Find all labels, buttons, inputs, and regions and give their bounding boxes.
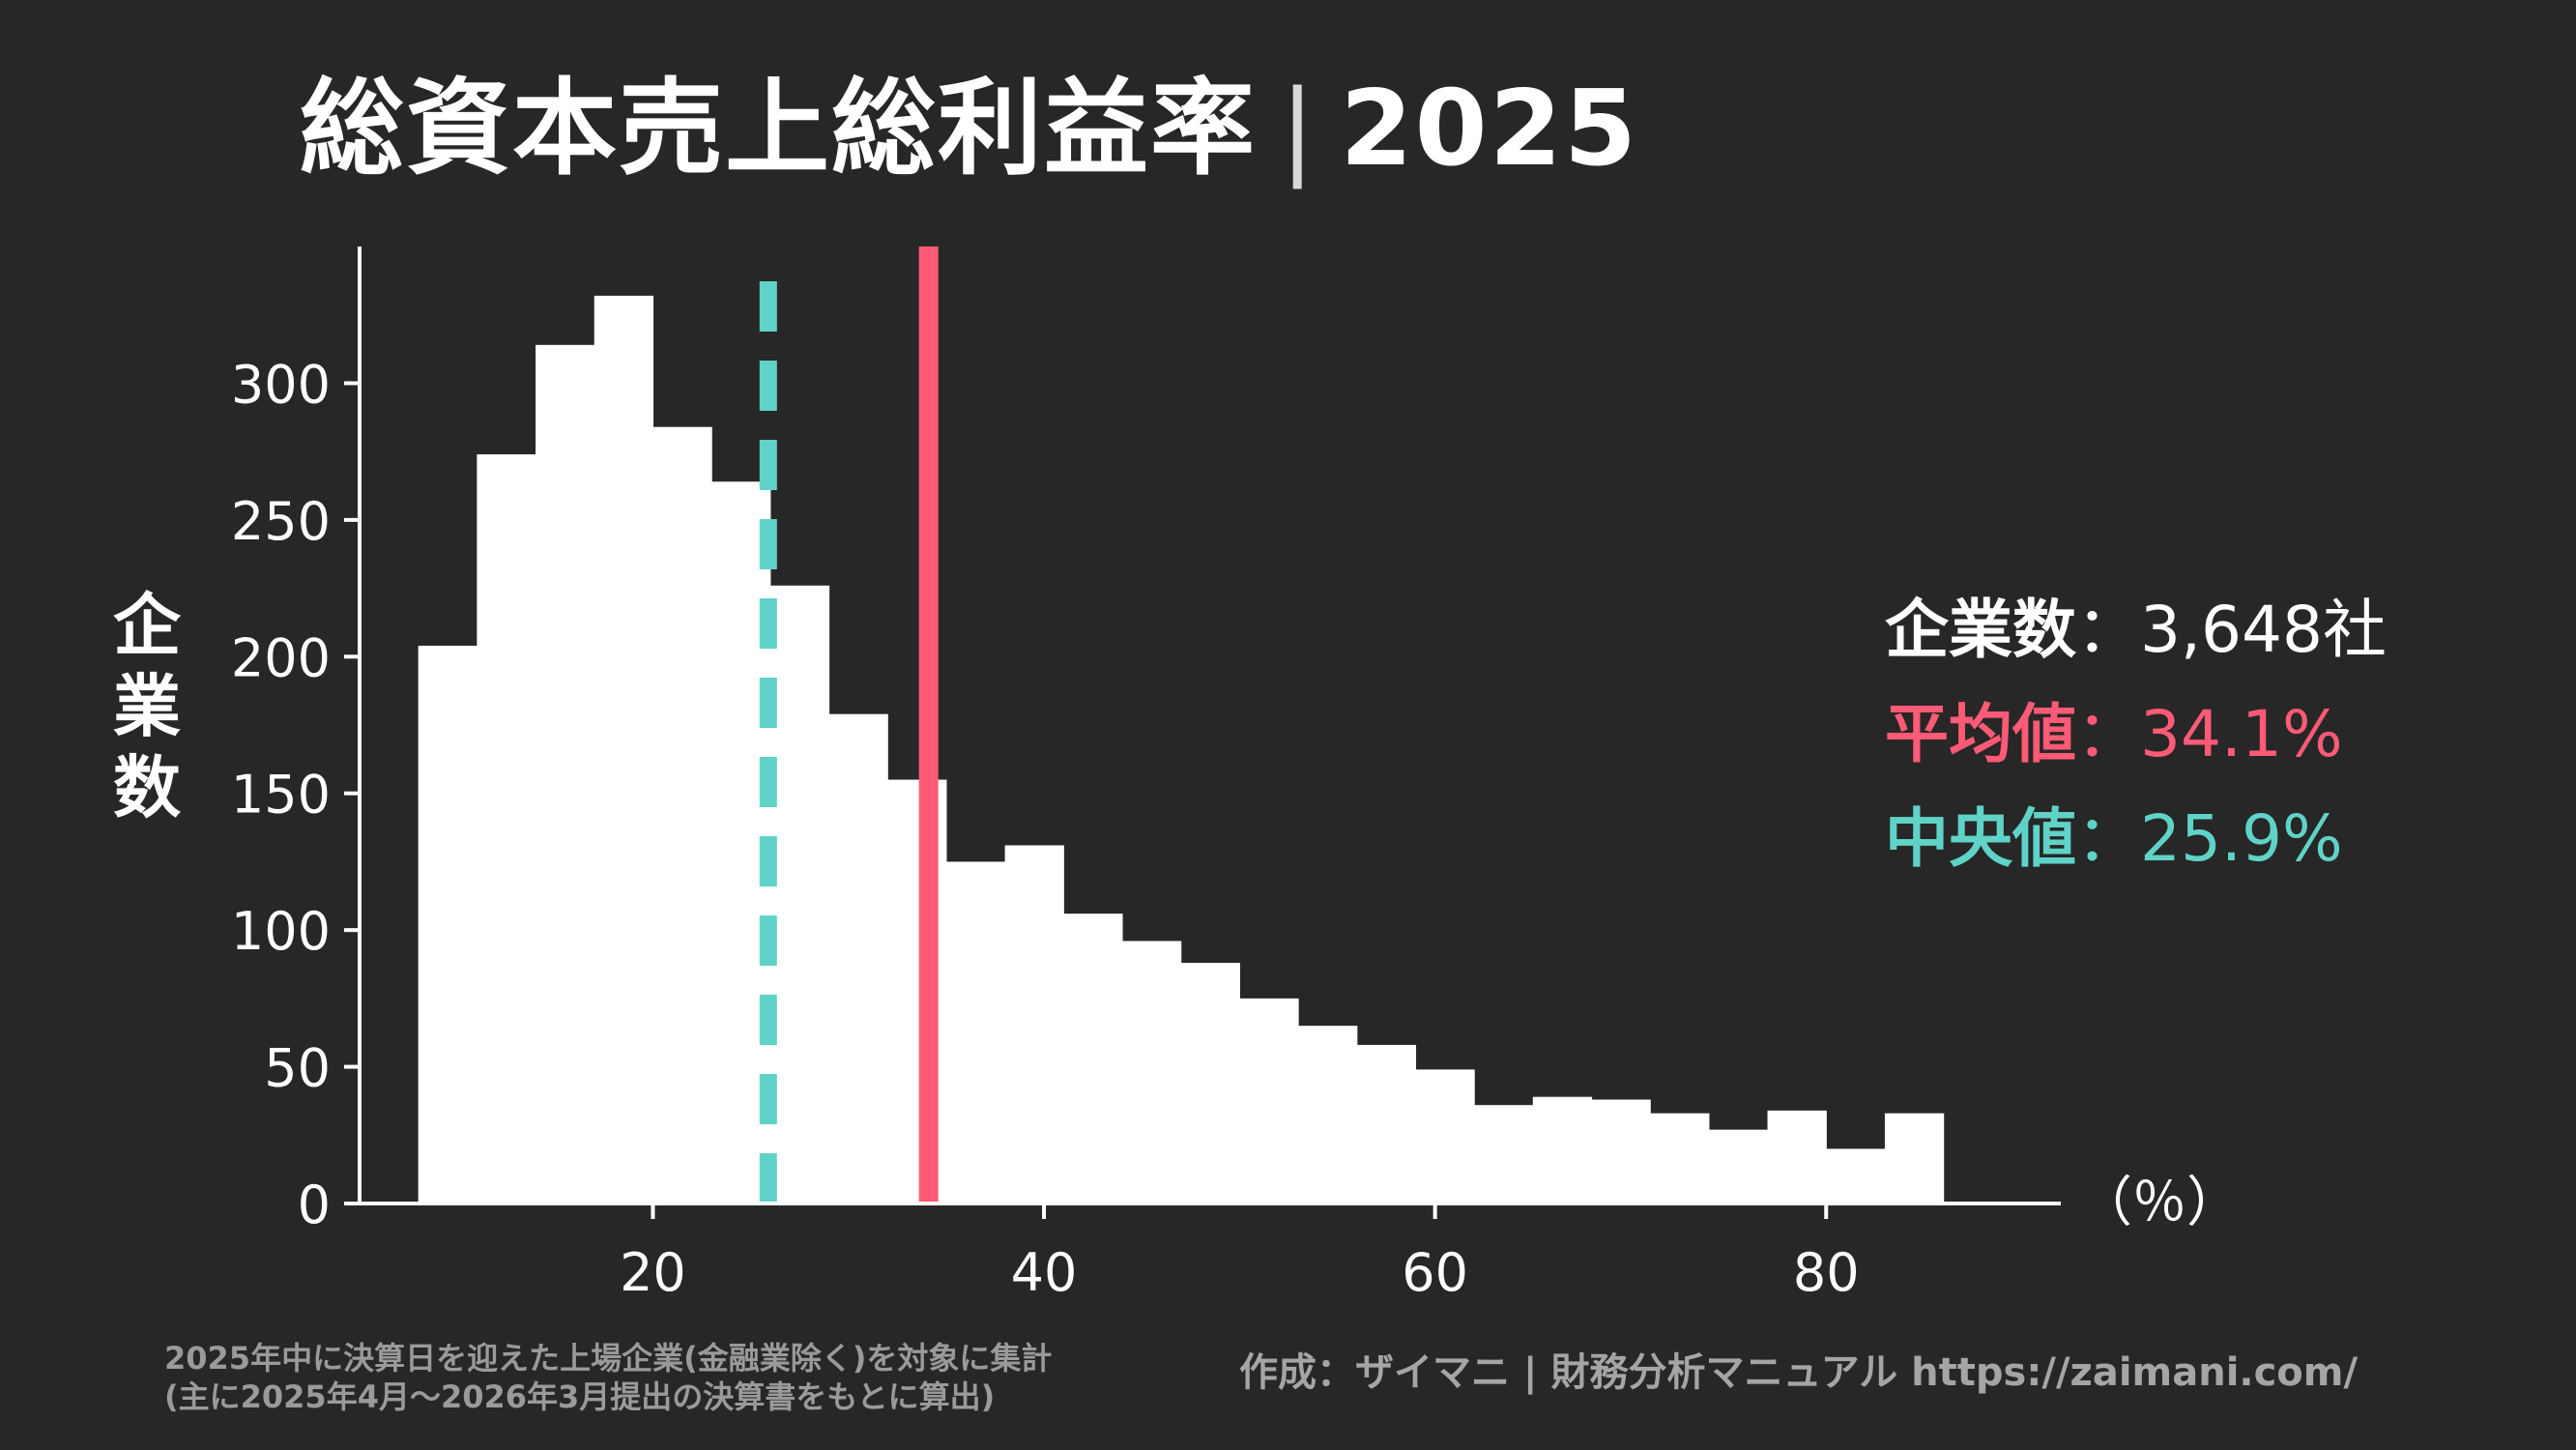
y-tick-label: 250	[231, 491, 331, 552]
histogram-bar	[535, 344, 595, 1204]
stat-median-value: ：25.9%	[2076, 801, 2343, 876]
stat-mean: 平均値：34.1%	[1885, 682, 2387, 787]
stats-panel: 企業数：3,648社 平均値：34.1% 中央値：25.9%	[1885, 578, 2387, 891]
y-tick-label: 0	[298, 1174, 331, 1235]
title-main: 総資本売上総利益率	[300, 69, 1258, 189]
histogram-bar	[769, 585, 830, 1204]
stat-mean-label: 平均値	[1885, 697, 2076, 771]
histogram-bar	[418, 645, 478, 1204]
histogram-bar	[1121, 941, 1182, 1204]
histogram-bar	[1767, 1110, 1827, 1204]
y-tick-label: 150	[231, 765, 331, 826]
x-axis-unit: （％）	[2078, 1172, 2241, 1234]
histogram-bar	[593, 295, 654, 1204]
histogram-bar	[652, 426, 712, 1204]
title-separator: |	[1280, 69, 1317, 189]
stat-median: 中央値：25.9%	[1885, 787, 2387, 891]
y-tick-label: 100	[231, 901, 331, 962]
title-year: 2025	[1340, 69, 1638, 189]
histogram-bars	[418, 295, 1945, 1204]
histogram-bar	[1063, 914, 1123, 1204]
x-tick-label: 80	[1793, 1242, 1860, 1303]
histogram-bar	[1415, 1069, 1475, 1204]
x-tick-label: 20	[620, 1242, 686, 1303]
histogram-bar	[1298, 1026, 1358, 1204]
histogram-bar	[1356, 1044, 1417, 1204]
histogram-bar	[477, 453, 536, 1204]
histogram-bar	[1004, 845, 1064, 1204]
y-axis-label: 企業数	[108, 585, 186, 828]
histogram-bar	[945, 861, 1006, 1204]
histogram-bar	[1650, 1113, 1710, 1204]
histogram-bar	[828, 713, 888, 1204]
y-axis-label-char: 数	[113, 748, 181, 827]
y-tick-label: 200	[231, 627, 331, 688]
y-tick-label: 50	[264, 1038, 331, 1099]
histogram-bar	[1474, 1105, 1534, 1204]
stat-count-value: ：3,648社	[2076, 593, 2387, 667]
histogram-bar	[1180, 963, 1240, 1204]
footnote: 2025年中に決算日を迎えた上場企業(金融業除く)を対象に集計 (主に2025年…	[164, 1339, 1052, 1416]
histogram-bar	[1532, 1096, 1593, 1204]
histogram-bar	[1591, 1099, 1651, 1204]
histogram-bar	[1239, 998, 1299, 1204]
y-tick-label: 300	[231, 354, 331, 415]
stat-mean-value: ：34.1%	[2076, 697, 2343, 771]
footnote-line-2: (主に2025年4月〜2026年3月提出の決算書をもとに算出)	[164, 1378, 996, 1415]
axes	[358, 246, 2061, 1205]
stat-count-label: 企業数	[1885, 593, 2076, 667]
y-ticks: 0 50 100 150 200 250 300	[231, 354, 360, 1235]
histogram-bar	[1708, 1129, 1769, 1204]
histogram-bar	[1884, 1113, 1945, 1204]
histogram-bar	[1826, 1148, 1886, 1204]
x-ticks: 20 40 60 80	[620, 1204, 1860, 1303]
stat-median-label: 中央値	[1885, 801, 2076, 876]
x-tick-label: 40	[1011, 1242, 1078, 1303]
reference-lines	[759, 246, 939, 1204]
chart-title: 総資本売上総利益率 | 2025	[300, 77, 1638, 182]
y-axis-label-char: 企	[113, 586, 181, 665]
stat-count: 企業数：3,648社	[1885, 578, 2387, 682]
footnote-line-1: 2025年中に決算日を迎えた上場企業(金融業除く)を対象に集計	[164, 1340, 1053, 1377]
x-tick-label: 60	[1402, 1242, 1468, 1303]
y-axis-label-char: 業	[113, 667, 181, 746]
credit-text: 作成：ザイマニ | 財務分析マニュアル https://zaimani.com/	[1239, 1350, 2359, 1395]
